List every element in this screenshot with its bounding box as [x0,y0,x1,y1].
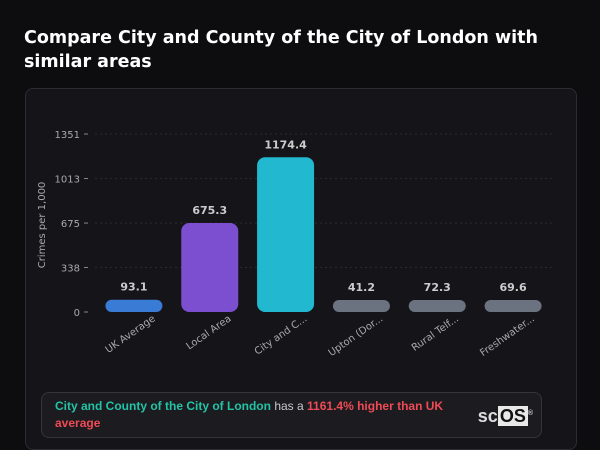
y-tick-label: 1013 [55,175,80,186]
y-tick-label: 0 [74,308,80,319]
bar [181,223,239,312]
data-label: 675.3 [192,204,227,217]
page-title: Compare City and County of the City of L… [24,28,538,72]
y-axis-label: Crimes per 1,000 [37,182,48,269]
bar [332,300,390,312]
comparison-banner: City and County of the City of London ha… [41,392,542,438]
x-tick-label: Freshwater... [478,313,537,359]
area-name: City and County of the City of London [55,399,271,413]
data-label: 72.3 [424,281,451,294]
y-tick-label: 1351 [55,130,80,141]
y-tick-label: 675 [61,219,80,230]
scos-logo: sc OS ® [477,406,533,426]
banner-text: City and County of the City of London ha… [55,398,478,432]
y-tick-label: 338 [61,263,80,274]
bar [257,157,315,312]
data-label: 69.6 [500,281,527,294]
bar [105,299,163,312]
bar [484,300,542,312]
data-label: 1174.4 [264,138,307,151]
x-tick-label: City and C... [253,313,310,357]
bar [408,300,466,312]
banner-connector: has a [274,399,304,413]
x-tick-label: UK Average [104,313,158,355]
x-tick-label: Rural Telf... [410,313,461,353]
data-label: 41.2 [348,281,375,294]
x-tick-label: Upton (Dor... [327,313,385,359]
data-label: 93.1 [120,281,147,294]
x-tick-label: Local Area [184,313,233,352]
comparison-value: 1161.4% higher than UK average [55,399,444,430]
